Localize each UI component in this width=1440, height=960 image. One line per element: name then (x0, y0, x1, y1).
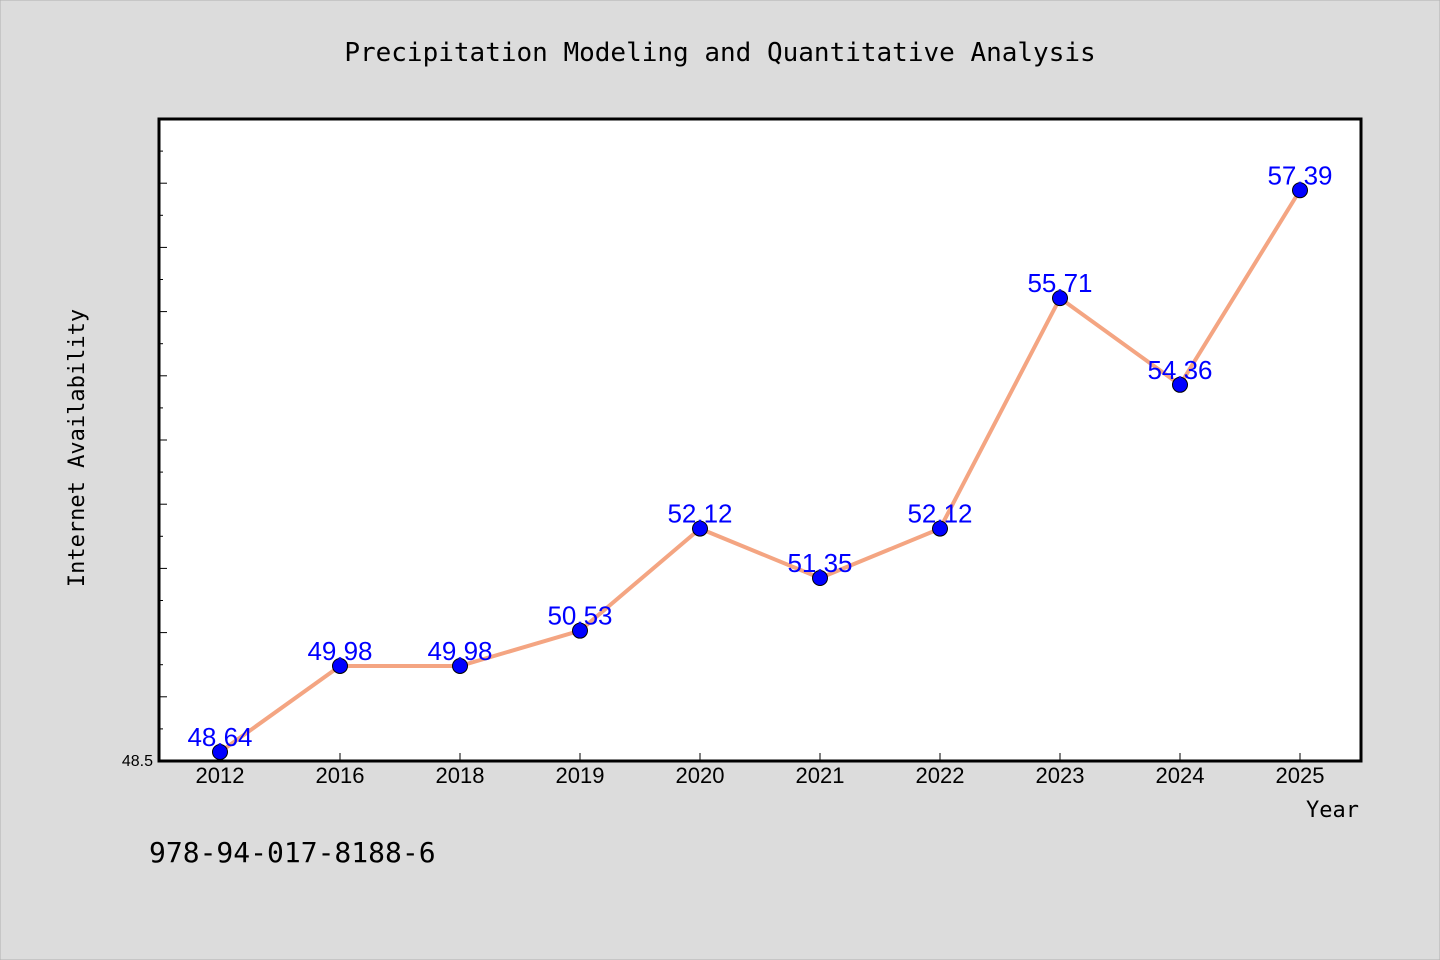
data-label: 52.12 (667, 499, 732, 529)
data-label: 51.35 (787, 548, 852, 578)
x-tick-label: 2024 (1156, 763, 1205, 788)
data-point (452, 657, 468, 674)
data-label: 54.36 (1147, 355, 1212, 385)
x-tick-label: 2018 (436, 763, 485, 788)
x-axis-label: Year (1306, 798, 1359, 823)
x-tick-label: 2019 (556, 763, 605, 788)
data-label: 57.39 (1267, 160, 1332, 190)
x-tick-label: 2021 (796, 763, 845, 788)
y-axis-label: Internet Availability (65, 309, 90, 587)
data-point (332, 657, 348, 674)
data-point (1172, 376, 1188, 393)
x-tick-labels: 2012 2016 2018 2019 2020 2021 2022 2023 2024 2025 (196, 763, 1325, 788)
data-label: 50.53 (547, 601, 612, 631)
data-point (1052, 290, 1068, 307)
data-label: 52.12 (907, 499, 972, 529)
data-label: 49.98 (427, 636, 492, 666)
data-point (1292, 182, 1308, 199)
data-labels-group: 48.64 49.98 49.98 50.53 52.12 51.35 52.12 55.71… (187, 160, 1332, 752)
data-point (932, 520, 948, 537)
x-tick-label: 2023 (1036, 763, 1085, 788)
series-group (212, 182, 1308, 761)
y-axis-ticks (159, 118, 167, 762)
isbn-text: 978-94-017-8188-6 (149, 836, 436, 869)
x-tick-label: 2012 (196, 763, 245, 788)
series-line (218, 188, 1302, 755)
x-tick-label: 2025 (1276, 763, 1325, 788)
x-tick-label: 2020 (676, 763, 725, 788)
chart-title: Precipitation Modeling and Quantitative … (344, 38, 1095, 68)
x-tick-label: 2022 (916, 763, 965, 788)
data-label: 49.98 (307, 636, 372, 666)
data-label: 55.71 (1027, 268, 1092, 298)
plot-area (157, 117, 1363, 763)
data-label: 48.64 (187, 722, 252, 752)
x-tick-label: 2016 (316, 763, 365, 788)
data-point (692, 520, 708, 537)
data-point (212, 744, 228, 761)
data-point (572, 622, 588, 639)
y-tick-label-min: 48.5 (122, 753, 153, 770)
data-point (812, 570, 828, 587)
